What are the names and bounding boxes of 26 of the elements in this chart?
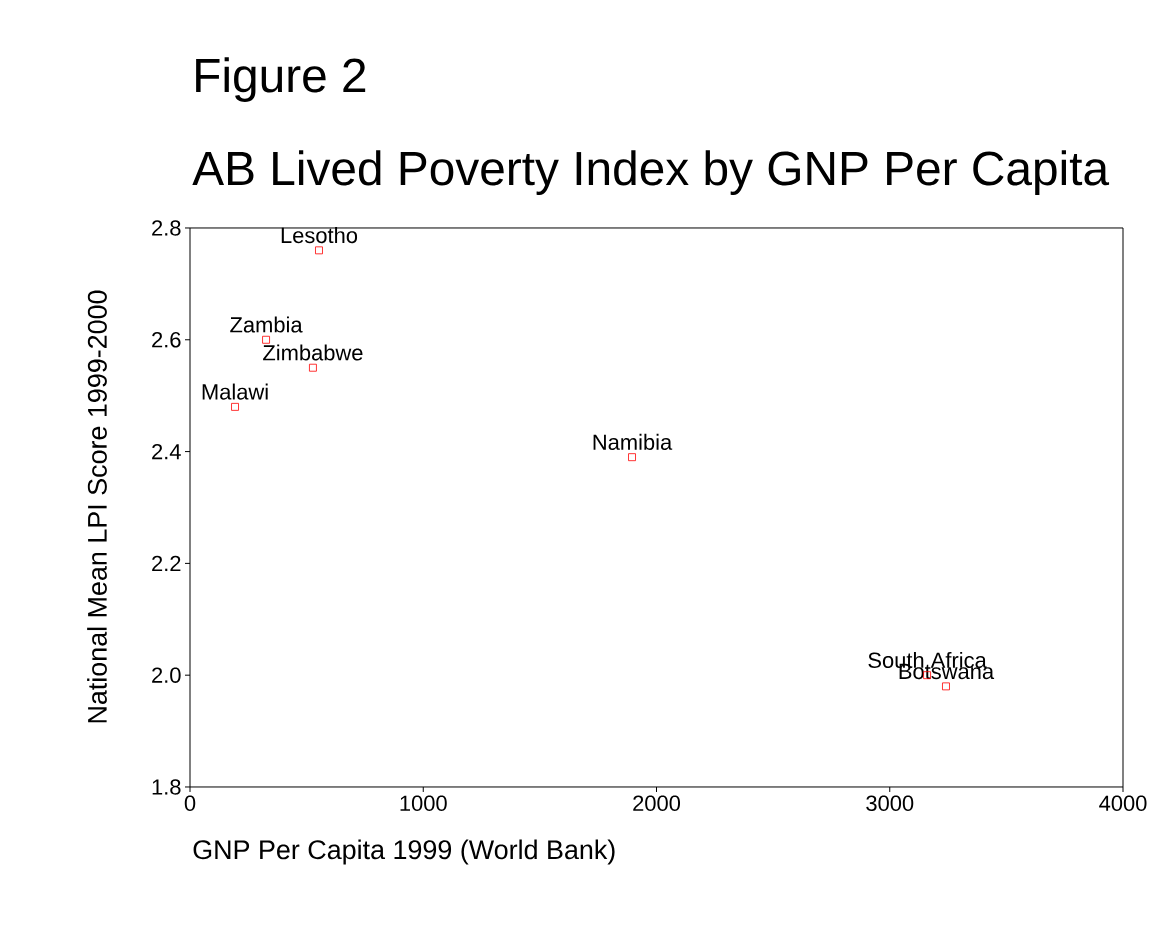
point	[942, 682, 950, 691]
y-tick-label: 2.6	[152, 332, 181, 348]
annotation: Namibia	[593, 433, 673, 450]
x-tick-label: 3000	[866, 795, 914, 812]
point	[309, 363, 317, 372]
chart-subtitle: AB Lived Poverty Index by GNP Per Capita	[192, 150, 1110, 195]
y-tick-label: 2.2	[152, 555, 181, 572]
annotation: Malawi	[202, 383, 268, 400]
y-tick-label: 2.8	[152, 220, 181, 236]
x-tick-label: 4000	[1099, 795, 1147, 812]
y-tick-label: 2.4	[152, 443, 181, 460]
x-tick-label: 2000	[633, 795, 681, 812]
x-tick-label: 0	[184, 795, 196, 812]
chart-title: Figure 2	[196, 57, 366, 102]
y-axis-title: National Mean LPI Score 1999-2000	[87, 290, 107, 723]
y-tick-label: 2.0	[152, 667, 181, 683]
annotation: Zimbabwe	[263, 344, 363, 361]
annotation: Zambia	[230, 316, 303, 333]
x-tick-label: 1000	[400, 795, 447, 812]
point	[628, 453, 636, 462]
point	[231, 402, 239, 411]
point	[315, 246, 323, 255]
x-axis-title: GNP Per Capita 1999 (World Bank)	[193, 839, 615, 865]
point	[262, 335, 270, 344]
y-tick-label: 1.8	[152, 779, 181, 795]
annotation: Lesotho	[281, 227, 358, 244]
